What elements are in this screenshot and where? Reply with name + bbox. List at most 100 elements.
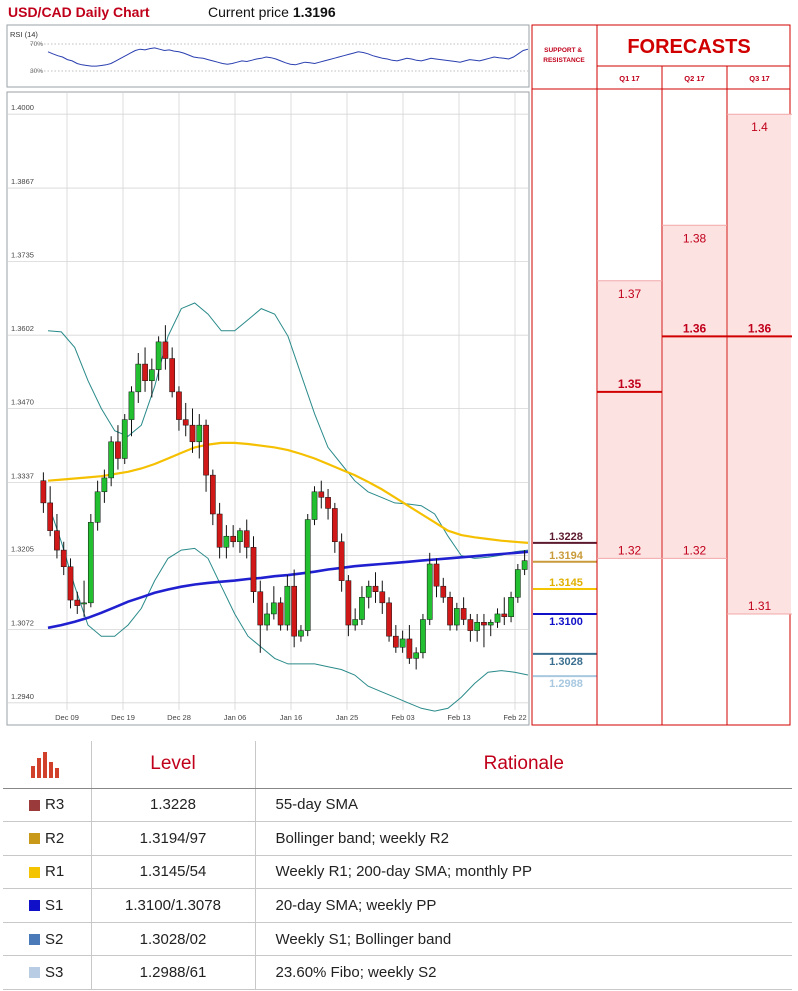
candle	[447, 591, 453, 631]
candle	[155, 336, 162, 381]
candle	[379, 580, 386, 614]
forecast-range	[663, 225, 726, 559]
forecast-quarter-label: Q2 17	[684, 74, 704, 83]
level-code: S1	[3, 888, 92, 923]
candle-body-down	[406, 638, 413, 659]
level-rationale: 55-day SMA	[255, 788, 792, 823]
candle	[359, 586, 365, 626]
level-value: 1.3228	[91, 788, 256, 823]
candle-body-down	[277, 602, 284, 626]
level-rationale: Weekly S1; Bollinger band	[255, 922, 792, 957]
candle	[257, 580, 264, 653]
x-tick-label: Dec 28	[167, 713, 191, 722]
x-tick-label: Feb 13	[447, 713, 470, 722]
forecast-high-label: 1.37	[618, 287, 642, 301]
forecast-low-label: 1.32	[683, 543, 707, 557]
moving-averages	[47, 441, 529, 630]
forecast-mid-label: 1.35	[618, 377, 642, 391]
x-tick-label: Dec 19	[111, 713, 135, 722]
candle	[270, 586, 277, 620]
level-color-swatch	[29, 799, 40, 811]
sr-level-label: 1.3194	[549, 550, 584, 562]
levels-table-header: Level Rationale	[3, 741, 792, 789]
candle	[115, 425, 121, 470]
candle-body-up	[148, 369, 155, 381]
candle-body-up	[223, 535, 230, 548]
candle-body-down	[460, 608, 467, 620]
level-row: R2 1.3194/97 Bollinger band; weekly R2	[3, 821, 792, 856]
candle	[54, 514, 60, 559]
candle-body-down	[67, 566, 74, 601]
current-price: Current price 1.3196	[208, 4, 336, 20]
candle	[182, 402, 189, 437]
candle	[420, 613, 426, 659]
candle	[47, 486, 54, 537]
rsi-panel: RSI (14) 70% 30%	[6, 24, 530, 88]
candle-body-down	[372, 585, 379, 592]
candle	[284, 575, 291, 631]
chart-title: USD/CAD Daily Chart	[8, 4, 150, 20]
candle	[230, 525, 237, 548]
forecast-low-label: 1.31	[748, 599, 772, 613]
level-row: R3 1.3228 55-day SMA	[3, 788, 792, 823]
candle	[128, 386, 135, 437]
candle	[60, 541, 67, 576]
forecasts-panel: FORECASTS Q1 17 1.37 1.35 1.32 Q2 17 1.38 1.36…	[596, 24, 792, 726]
candle-body-up	[128, 391, 135, 420]
candle	[413, 647, 420, 670]
candle-body-down	[47, 502, 54, 531]
candle	[216, 502, 223, 559]
forecast-quarter-label: Q3 17	[749, 74, 769, 83]
level-code: R2	[3, 821, 92, 856]
candle	[108, 436, 115, 487]
candle-body-up	[155, 341, 162, 370]
levels-table: Level Rationale R3 1.3228 55-day SMA R2 1.31…	[3, 741, 792, 991]
candle	[406, 625, 413, 664]
candle	[392, 625, 399, 653]
candle-body-down	[54, 530, 60, 551]
candle-body-down	[440, 585, 447, 598]
forecast-high-label: 1.4	[751, 120, 768, 134]
level-code: R3	[3, 788, 92, 823]
x-tick-label: Dec 09	[55, 713, 79, 722]
candle	[521, 550, 528, 576]
candle-body-down	[291, 585, 298, 637]
candle	[237, 527, 243, 553]
sr-level-label: 1.3028	[549, 656, 583, 668]
candle	[87, 514, 94, 608]
candle	[209, 469, 216, 526]
candle	[196, 414, 203, 459]
sma-55-line	[47, 441, 529, 544]
rsi-label: RSI (14)	[10, 30, 38, 39]
candle	[40, 472, 47, 513]
candle	[169, 347, 176, 398]
candle-body-up	[453, 608, 460, 626]
x-tick-label: Jan 25	[336, 713, 359, 722]
x-axis-ticks: Dec 09 Dec 19 Dec 28 Jan 06 Jan 16 Jan 25 Feb …	[55, 713, 527, 722]
level-color-swatch	[29, 967, 40, 979]
candle	[372, 572, 379, 603]
sr-level: 1.3228	[533, 531, 597, 544]
candles	[40, 325, 528, 670]
forecast-range	[728, 114, 791, 614]
y-axis-ticks: 1.4000 1.3867 1.3735 1.3602 1.3470 1.3337 1.32…	[11, 103, 34, 701]
x-tick-label: Feb 22	[503, 713, 526, 722]
sr-level-label: 1.2988	[549, 678, 583, 690]
level-value: 1.3028/02	[91, 922, 256, 957]
candle	[148, 358, 155, 398]
candle	[277, 597, 284, 631]
sr-level-label: 1.3100	[549, 616, 583, 628]
forecast-columns: Q1 17 1.37 1.35 1.32 Q2 17 1.38 1.36 1.32 Q3 17 1…	[597, 74, 792, 615]
level-color-swatch	[29, 900, 40, 912]
y-tick-label: 1.3470	[11, 398, 34, 407]
candle-body-down	[392, 635, 399, 648]
candle-body-down	[318, 491, 325, 498]
candle-body-up	[304, 519, 311, 631]
sr-level: 1.3145	[533, 577, 597, 590]
candle-body-up	[121, 419, 128, 459]
candle-body-up	[196, 424, 203, 443]
candle	[440, 577, 447, 603]
sr-level-label: 1.3228	[549, 531, 583, 543]
candle-body-down	[481, 622, 487, 626]
forecast-mid-label: 1.36	[683, 321, 707, 335]
